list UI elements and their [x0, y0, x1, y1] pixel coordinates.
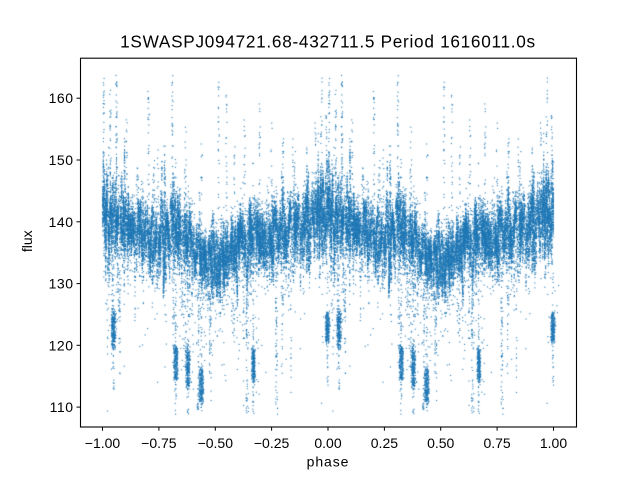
svg-text:0.00: 0.00	[314, 435, 341, 451]
svg-text:0.50: 0.50	[427, 435, 454, 451]
svg-text:1.00: 1.00	[540, 435, 567, 451]
svg-text:0.75: 0.75	[483, 435, 510, 451]
svg-text:120: 120	[49, 337, 74, 353]
svg-text:phase: phase	[307, 454, 350, 470]
svg-text:flux: flux	[19, 230, 35, 252]
svg-text:−1.00: −1.00	[85, 435, 121, 451]
svg-text:−0.75: −0.75	[141, 435, 177, 451]
svg-text:140: 140	[49, 214, 74, 230]
svg-text:0.25: 0.25	[371, 435, 398, 451]
svg-text:−0.50: −0.50	[198, 435, 234, 451]
svg-text:110: 110	[50, 399, 74, 415]
svg-text:−0.25: −0.25	[254, 435, 290, 451]
svg-text:160: 160	[49, 90, 74, 106]
svg-text:1SWASPJ094721.68-432711.5 Peri: 1SWASPJ094721.68-432711.5 Period 1616011…	[120, 32, 536, 52]
svg-text:150: 150	[49, 152, 74, 168]
svg-text:130: 130	[49, 276, 74, 292]
